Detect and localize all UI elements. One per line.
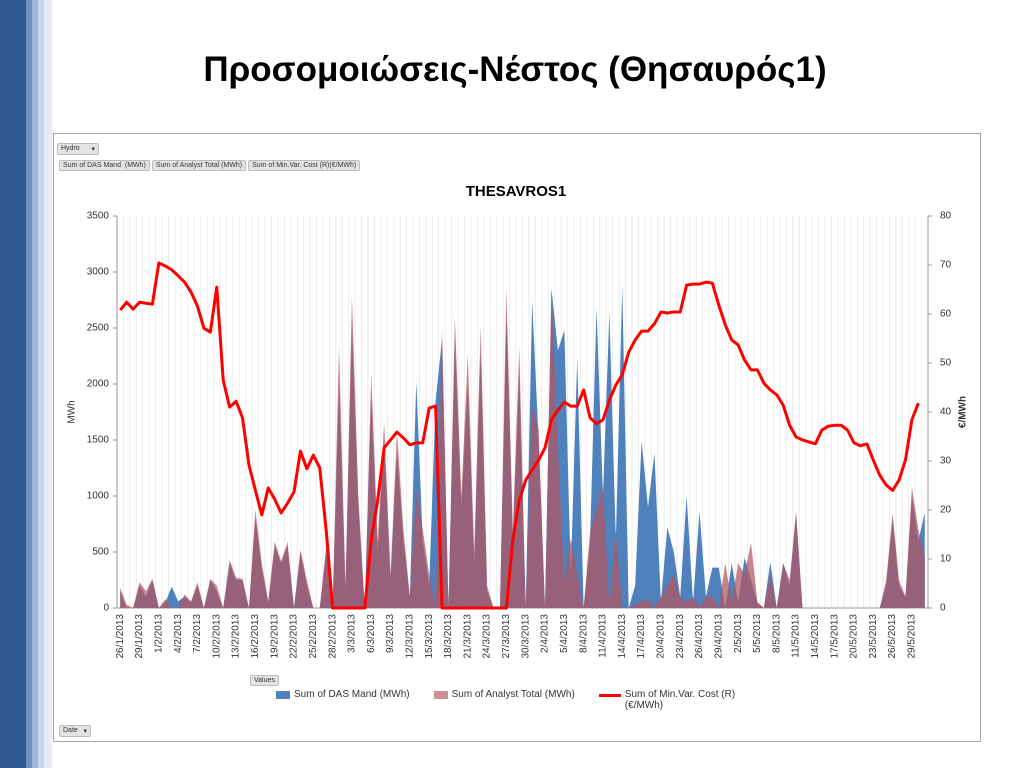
report-filter-button[interactable]: Hydro ▾ (57, 143, 99, 155)
x-tick-label: 5/5/2013 (752, 614, 763, 653)
x-tick-label: 18/3/2013 (443, 614, 454, 659)
y2-tick-label: 10 (940, 554, 952, 565)
axis-field-button[interactable]: Date ▾ (59, 725, 91, 737)
x-tick-label: 27/3/2013 (501, 614, 512, 659)
legend-swatch (598, 694, 621, 697)
legend-swatch (276, 691, 290, 699)
y-tick-label: 3500 (87, 211, 110, 222)
x-tick-label: 14/5/2013 (810, 614, 821, 659)
x-tick-label: 17/4/2013 (636, 614, 647, 659)
x-tick-label: 30/3/2013 (520, 614, 531, 659)
x-tick-label: 28/2/2013 (327, 614, 338, 659)
x-tick-label: 14/4/2013 (617, 614, 628, 659)
x-tick-label: 15/3/2013 (424, 614, 435, 659)
y2-tick-label: 60 (940, 309, 952, 320)
legend-label: Sum of DAS Mand (MWh) (294, 689, 410, 700)
legend-swatch (433, 691, 448, 699)
x-tick-label: 1/2/2013 (153, 614, 164, 653)
x-tick-label: 10/2/2013 (211, 614, 222, 659)
x-tick-label: 7/2/2013 (192, 614, 203, 653)
data-button[interactable]: Sum of Analyst Total (MWh) (151, 160, 247, 171)
slide-decoration (0, 0, 52, 768)
legend-item: Sum of DAS Mand (MWh) (276, 689, 410, 711)
y-tick-label: 2500 (87, 323, 110, 334)
x-tick-label: 3/3/2013 (347, 614, 358, 653)
x-tick-label: 26/4/2013 (694, 614, 705, 659)
x-tick-label: 23/5/2013 (868, 614, 879, 659)
button-label: Hydro (61, 145, 80, 152)
data-button[interactable]: Sum of Min.Var. Cost (R)(€/MWh) (248, 160, 361, 171)
button-label: Date (63, 727, 78, 734)
y2-tick-label: 20 (940, 505, 952, 516)
x-tick-label: 29/1/2013 (134, 614, 145, 659)
y-tick-label: 2000 (87, 379, 110, 390)
dropdown-icon: ▾ (83, 728, 87, 735)
y-tick-label: 1500 (87, 435, 110, 446)
x-tick-label: 13/2/2013 (231, 614, 242, 659)
y2-tick-label: 40 (940, 407, 952, 418)
x-tick-label: 24/3/2013 (482, 614, 493, 659)
legend-label: Sum of Analyst Total (MWh) (451, 689, 575, 700)
x-tick-label: 29/5/2013 (907, 614, 918, 659)
x-tick-label: 12/3/2013 (405, 614, 416, 659)
legend: Sum of DAS Mand (MWh) Sum of Analyst Tot… (276, 689, 747, 711)
values-button[interactable]: Values (250, 675, 279, 686)
x-tick-label: 21/3/2013 (462, 614, 473, 659)
x-tick-label: 11/4/2013 (598, 614, 609, 658)
y-tick-label: 500 (92, 547, 109, 558)
area (120, 288, 925, 608)
x-tick-label: 16/2/2013 (250, 614, 261, 659)
x-tick-label: 2/4/2013 (540, 614, 551, 653)
y2-tick-label: 70 (940, 260, 952, 271)
legend-label: Sum of Min.Var. Cost (R) (€/MWh) (624, 689, 736, 711)
x-tick-label: 4/2/2013 (173, 614, 184, 653)
x-tick-label: 22/2/2013 (289, 614, 300, 659)
x-tick-label: 19/2/2013 (269, 614, 280, 659)
slide-title: Προσομοιώσεις-Νέστος (Θησαυρός1) (203, 50, 827, 89)
data-buttons: Sum of DAS Mand (MWh) Sum of Analyst Tot… (59, 160, 361, 171)
x-tick-label: 23/4/2013 (675, 614, 686, 659)
legend-item: Sum of Analyst Total (MWh) (433, 689, 575, 711)
x-tick-label: 25/2/2013 (308, 614, 319, 659)
y2-tick-label: 80 (940, 211, 952, 222)
y-tick-label: 0 (103, 603, 109, 614)
x-tick-label: 6/3/2013 (366, 614, 377, 653)
x-tick-label: 17/5/2013 (829, 614, 840, 659)
y-axis-label: MWh (67, 400, 78, 423)
y2-tick-label: 0 (940, 603, 946, 614)
y2-tick-label: 30 (940, 456, 952, 467)
filter-icon: ▾ (91, 146, 95, 153)
x-tick-label: 29/4/2013 (713, 614, 724, 659)
y2-tick-label: 50 (940, 358, 952, 369)
x-tick-label: 20/5/2013 (849, 614, 860, 659)
x-tick-label: 11/5/2013 (791, 614, 802, 658)
x-tick-label: 8/5/2013 (771, 614, 782, 653)
x-tick-label: 8/4/2013 (578, 614, 589, 653)
x-tick-label: 2/5/2013 (733, 614, 744, 653)
x-tick-label: 20/4/2013 (656, 614, 667, 659)
x-tick-label: 9/3/2013 (385, 614, 396, 653)
data-button[interactable]: Sum of DAS Mand (MWh) (59, 160, 150, 171)
y-tick-label: 3000 (87, 267, 110, 278)
x-tick-label: 26/1/2013 (115, 614, 126, 659)
x-tick-label: 5/4/2013 (559, 614, 570, 653)
x-tick-label: 26/5/2013 (887, 614, 898, 659)
y-tick-label: 1000 (87, 491, 110, 502)
y2-axis-label: €/MWh (958, 396, 969, 428)
chart-title: THESAVROS1 (466, 183, 567, 200)
legend-item: Sum of Min.Var. Cost (R) (€/MWh) (598, 689, 747, 711)
line (119, 261, 920, 610)
